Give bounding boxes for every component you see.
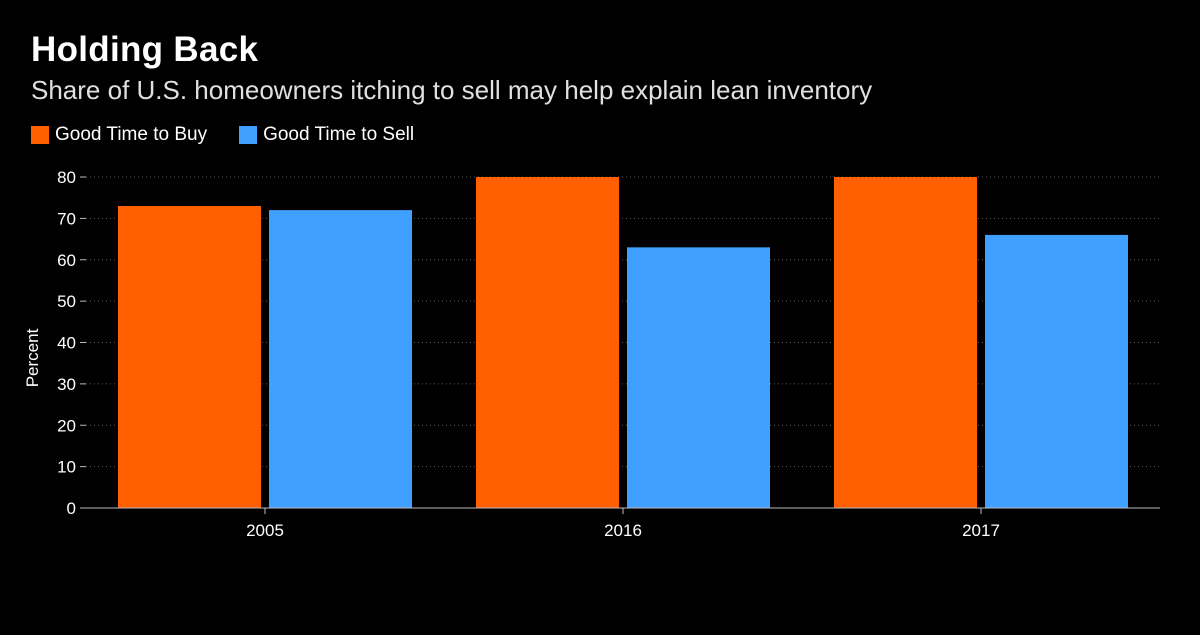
bar-sell-2005: [269, 210, 412, 508]
legend-item-sell: Good Time to Sell: [239, 124, 414, 146]
grid-lines: [86, 176, 1160, 468]
y-tick-label-50: 50: [57, 292, 76, 311]
y-tick-label-40: 40: [57, 334, 76, 353]
bar-buy-2016: [476, 177, 619, 508]
y-axis-label: Percent: [23, 328, 42, 387]
y-tick-label-30: 30: [57, 375, 76, 394]
y-tick-label-10: 10: [57, 458, 76, 477]
legend-swatch-buy: [31, 126, 49, 144]
bar-sell-2016: [627, 247, 770, 508]
bar-buy-2005: [118, 205, 261, 508]
chart-legend: Good Time to Buy Good Time to Sell: [31, 124, 446, 146]
chart-subtitle: Share of U.S. homeowners itching to sell…: [31, 75, 873, 105]
axes: 0 10 20 30 40 50 60 70 80 2005 2016 2017: [57, 168, 1160, 540]
y-tick-label-60: 60: [57, 251, 76, 270]
y-tick-label-20: 20: [57, 416, 76, 435]
bar-sell-2017: [985, 234, 1128, 509]
legend-label-sell: Good Time to Sell: [263, 124, 415, 145]
bar-buy-2017: [834, 177, 977, 508]
y-tick-label-80: 80: [57, 168, 76, 187]
legend-swatch-sell: [239, 126, 258, 144]
bars: [118, 177, 1128, 509]
x-tick-label-2017: 2017: [962, 521, 1000, 540]
legend-item-buy: Good Time to Buy: [31, 124, 207, 146]
x-tick-label-2005: 2005: [246, 521, 284, 540]
x-tick-label-2016: 2016: [604, 521, 642, 540]
y-tick-label-0: 0: [67, 499, 76, 518]
legend-label-buy: Good Time to Buy: [55, 124, 208, 145]
y-tick-label-70: 70: [57, 209, 76, 228]
chart-title: Holding Back: [31, 30, 259, 69]
